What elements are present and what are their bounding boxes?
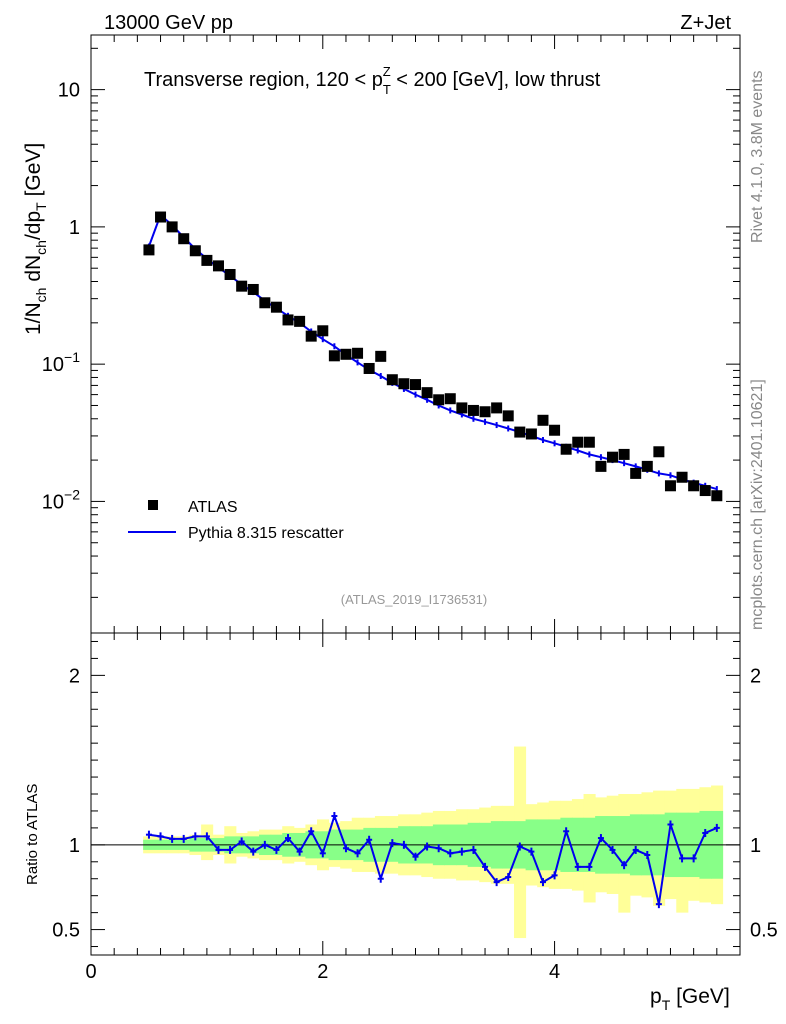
atlas-point: [340, 348, 352, 360]
atlas-point: [664, 480, 676, 492]
ratio-y-tick-label-right: 0.5: [750, 920, 778, 942]
ratio-y-tick-label-right: 2: [750, 665, 761, 687]
atlas-point: [270, 301, 282, 313]
main-y-tick-label: 1: [69, 217, 80, 239]
atlas-point: [259, 297, 271, 309]
x-tick-label: 2: [317, 961, 328, 983]
x-tick-label: 4: [549, 961, 560, 983]
legend-atlas-label: ATLAS: [188, 499, 238, 516]
atlas-point: [352, 347, 364, 359]
atlas-point: [166, 221, 178, 233]
atlas-point: [421, 387, 433, 399]
ratio-y-axis-label: Ratio to ATLAS: [24, 784, 41, 885]
atlas-point: [537, 414, 549, 426]
mc-line: [147, 213, 718, 491]
energy-label: 13000 GeV pp: [104, 12, 233, 34]
main-title: Transverse region, 120 < pTZ < 200 [GeV]…: [144, 64, 601, 97]
atlas-point: [212, 260, 224, 272]
atlas-point: [514, 426, 526, 438]
main-y-tick-label: 10: [58, 80, 80, 102]
atlas-point: [143, 244, 155, 256]
atlas-point: [386, 374, 398, 386]
main-frame: [90, 34, 741, 634]
atlas-point: [282, 314, 294, 326]
x-tick-label: 0: [85, 961, 96, 983]
main-y-axis-label: 1/Nch dNch/dpT [GeV]: [22, 143, 49, 335]
atlas-point: [653, 446, 665, 458]
atlas-point: [189, 245, 201, 257]
atlas-point: [618, 448, 630, 460]
atlas-point: [583, 436, 595, 448]
main-ticks: 10 1 10−1 10−2: [42, 35, 741, 633]
atlas-point: [711, 490, 723, 502]
ratio-panel: 0.5 0.5 1 1 2 2 0 2 4 Ratio to ATLAS: [24, 632, 778, 983]
analysis-watermark: (ATLAS_2019_I1736531): [341, 592, 487, 607]
atlas-point: [630, 467, 642, 479]
ratio-y-tick-label: 1: [69, 835, 80, 857]
atlas-point: [294, 315, 306, 327]
legend-pythia-label: Pythia 8.315 rescatter: [188, 525, 344, 542]
atlas-point: [607, 451, 619, 463]
atlas-point: [491, 402, 503, 414]
atlas-point: [305, 330, 317, 342]
atlas-point: [375, 350, 387, 362]
ratio-marks: [91, 746, 740, 939]
atlas-point: [560, 443, 572, 455]
atlas-point: [549, 424, 561, 436]
atlas-point: [479, 406, 491, 418]
ratio-ticks: 0.5 0.5 1 1 2 2 0 2 4: [52, 633, 778, 983]
rivet-label: Rivet 4.1.0, 3.8M events: [749, 70, 766, 243]
atlas-point: [328, 350, 340, 362]
atlas-point: [224, 268, 236, 280]
process-label: Z+Jet: [680, 12, 731, 34]
atlas-point: [572, 436, 584, 448]
atlas-point: [398, 378, 410, 390]
ratio-y-tick-label: 0.5: [52, 920, 80, 942]
atlas-point: [247, 283, 259, 295]
atlas-point: [525, 428, 537, 440]
x-axis-label: pT [GeV]: [650, 985, 730, 1013]
atlas-point: [236, 280, 248, 292]
legend: ATLAS Pythia 8.315 rescatter: [128, 499, 344, 542]
main-y-tick-label: 10−1: [42, 349, 80, 376]
atlas-point: [676, 471, 688, 483]
legend-atlas-marker: [148, 500, 158, 510]
atlas-point: [363, 362, 375, 374]
atlas-point: [502, 410, 514, 422]
atlas-point: [317, 325, 329, 337]
atlas-point: [444, 393, 456, 405]
atlas-point: [699, 485, 711, 497]
atlas-point: [178, 233, 190, 245]
atlas-point: [641, 460, 653, 472]
atlas-point: [595, 460, 607, 472]
atlas-point: [467, 404, 479, 416]
atlas-point: [155, 211, 167, 223]
atlas-point: [456, 402, 468, 414]
ratio-y-tick-label-right: 1: [750, 835, 761, 857]
atlas-point: [410, 379, 421, 391]
atlas-point: [433, 394, 445, 406]
ratio-line: [148, 812, 718, 905]
mcplots-label: mcplots.cern.ch [arXiv:2401.10621]: [749, 379, 766, 630]
main-y-tick-label: 10−2: [42, 486, 80, 513]
main-panel: 10 1 10−1 10−2 Transverse region, 120 < pTZ…: [22, 34, 741, 634]
main-marks: [143, 211, 723, 502]
ratio-y-tick-label: 2: [69, 665, 80, 687]
atlas-point: [688, 480, 700, 492]
atlas-point: [201, 254, 213, 266]
